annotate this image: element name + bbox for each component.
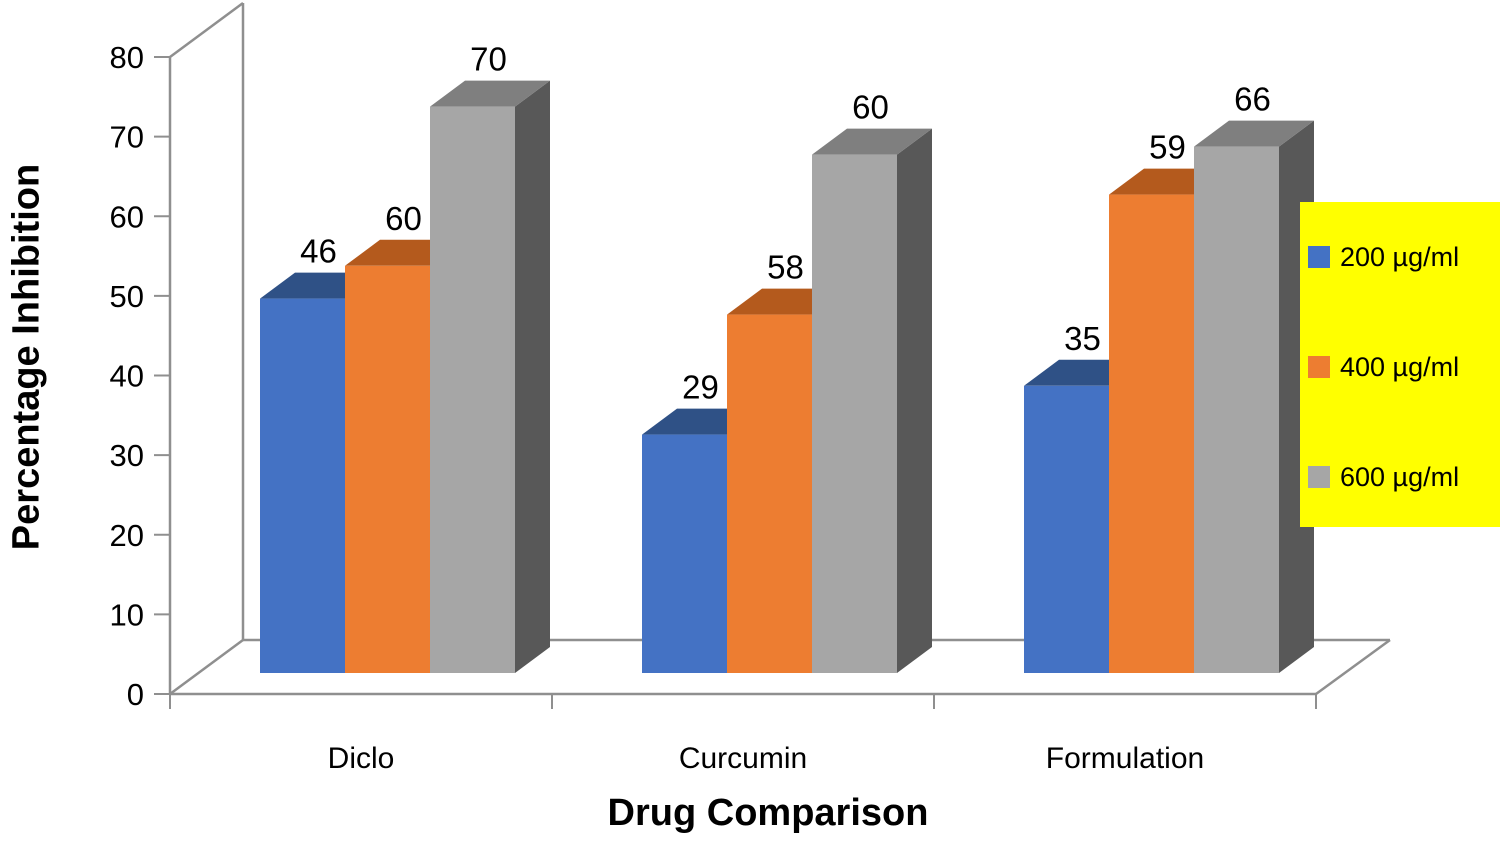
bar-front-face [727,314,812,673]
y-axis-title: Percentage Inhibition [5,163,48,551]
bar-front-face [1024,385,1109,673]
bar-value-label: 66 [1234,81,1271,118]
legend-swatch [1308,356,1330,378]
bar-top-face [812,128,932,155]
legend-label: 200 µg/ml [1340,242,1459,272]
y-axis-tick-labels: 0 10 20 30 40 50 60 70 80 [110,40,144,712]
y-tick-label: 80 [110,40,144,75]
legend-label: 600 µg/ml [1340,462,1459,492]
bar-value-label: 29 [682,369,719,406]
bars [260,80,1314,674]
bar-value-label: 59 [1149,129,1186,166]
bar-front-face [260,298,345,673]
floor-left-depth-edge [169,638,244,696]
y-tick-label: 50 [110,279,144,314]
legend: 200 µg/ml 400 µg/ml 600 µg/ml [1300,202,1500,527]
bar-value-label: 46 [300,233,337,270]
bar-value-label: 70 [470,41,507,78]
x-category-labels: Diclo Curcumin Formulation [328,742,1205,775]
y-tick-label: 20 [110,518,144,553]
floor-right-depth-edge [1315,638,1391,696]
legend-swatch [1308,246,1330,268]
bar-value-label: 58 [767,249,804,286]
bar-front-face [345,265,430,673]
y-axis-ticks [154,56,170,695]
bar-front-face [1109,194,1194,673]
bar-front-face [812,154,897,674]
bar-curcumin-600µg/ml [812,128,932,674]
x-axis-ticks [169,694,1317,709]
legend-label: 400 µg/ml [1340,352,1459,382]
bar-value-label: 35 [1064,320,1101,357]
x-category-label: Diclo [328,742,395,775]
bar-front-face [430,106,515,674]
legend-swatch [1308,466,1330,488]
y-tick-label: 40 [110,359,144,394]
top-depth-edge [169,1,244,59]
legend-background [1300,202,1500,527]
bar-formulation-600µg/ml [1194,120,1314,674]
bar-value-label: 60 [385,200,422,237]
x-category-label: Formulation [1046,742,1204,775]
bar-front-face [1194,146,1279,674]
y-tick-label: 30 [110,438,144,473]
x-axis-title: Drug Comparison [607,792,929,834]
bar-value-label: 60 [852,89,889,126]
bar-side-face [515,80,550,674]
bar-top-face [430,80,550,107]
bar-side-face [897,128,932,674]
bar-top-face [1194,120,1314,147]
y-tick-label: 70 [110,120,144,155]
x-category-label: Curcumin [679,742,807,775]
y-tick-label: 60 [110,199,144,234]
y-tick-label: 10 [110,597,144,632]
y-tick-label: 0 [127,677,144,712]
bar-front-face [642,434,727,673]
bar-diclo-600µg/ml [430,80,550,674]
bar-value-labels: 46 60 70 29 58 60 35 59 66 [300,41,1271,406]
